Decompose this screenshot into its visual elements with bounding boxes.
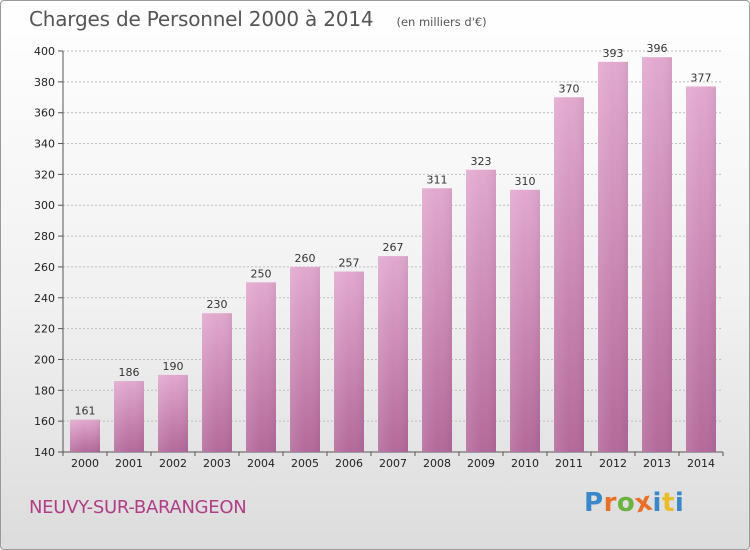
logo-letter: o <box>616 488 636 518</box>
bar-shine <box>246 282 276 452</box>
data-labels: 161 186 190 230 250 260 257 267 311 323 310 370 393 3… <box>75 42 712 417</box>
bar-shine <box>334 271 364 452</box>
bar-shine <box>466 169 496 452</box>
y-tick-label: 400 <box>34 45 55 58</box>
axes: 140 160 180 200 220 240 260 280 300 320 340 360 380 4… <box>34 45 724 470</box>
y-tick-label: 140 <box>34 446 55 459</box>
x-tick-label: 2002 <box>159 457 187 470</box>
bar-shine <box>598 61 628 453</box>
bar-shine <box>70 419 100 452</box>
x-tick-label: 2013 <box>643 457 671 470</box>
y-tick-label: 360 <box>34 107 55 120</box>
logo-letter: t <box>661 488 675 518</box>
logo-letter: i <box>674 488 685 518</box>
y-tick-label: 300 <box>34 199 55 212</box>
x-tick-label: 2003 <box>203 457 231 470</box>
proxiti-logo[interactable]: Proxiti <box>584 487 685 520</box>
y-tick-label: 240 <box>34 292 55 305</box>
x-tick-label: 2012 <box>599 457 627 470</box>
data-label: 377 <box>691 71 712 84</box>
data-label: 370 <box>559 82 580 95</box>
bar-shine <box>114 381 144 452</box>
data-label: 257 <box>339 257 360 270</box>
logo-letter: r <box>603 488 617 518</box>
data-label: 310 <box>515 175 536 188</box>
x-tick-label: 2007 <box>379 457 407 470</box>
commune-name: NEUVY-SUR-BARANGEON <box>29 497 247 518</box>
x-tick-label: 2001 <box>115 457 143 470</box>
logo-letter: i <box>652 488 662 518</box>
bar-shine <box>202 313 232 452</box>
x-tick-label: 2000 <box>71 457 99 470</box>
x-tick-label: 2005 <box>291 457 319 470</box>
data-label: 190 <box>163 360 184 373</box>
y-tick-label: 340 <box>34 138 55 151</box>
bar-shine <box>378 256 408 452</box>
x-tick-label: 2010 <box>511 457 539 470</box>
data-label: 230 <box>207 298 228 311</box>
x-tick-label: 2008 <box>423 457 451 470</box>
bar-shine <box>510 189 540 453</box>
bars <box>70 57 716 453</box>
bar-shine <box>554 97 584 453</box>
data-label: 250 <box>251 267 272 280</box>
bar-shine <box>686 86 716 452</box>
data-label: 161 <box>75 405 96 418</box>
data-label: 267 <box>383 241 404 254</box>
y-tick-label: 320 <box>34 168 55 181</box>
data-label: 311 <box>427 173 448 186</box>
y-tick-label: 220 <box>34 323 55 336</box>
logo-letter: P <box>584 488 604 518</box>
y-tick-label: 160 <box>34 415 55 428</box>
data-label: 393 <box>603 47 624 60</box>
y-tick-label: 260 <box>34 261 55 274</box>
data-label: 186 <box>119 366 140 379</box>
y-tick-label: 280 <box>34 230 55 243</box>
y-tick-label: 200 <box>34 353 55 366</box>
x-tick-label: 2014 <box>687 457 715 470</box>
title-row: Charges de Personnel 2000 à 2014 (en mil… <box>29 7 487 31</box>
bar-shine <box>422 188 452 452</box>
x-tick-label: 2009 <box>467 457 495 470</box>
chart-subtitle: (en milliers d'€) <box>396 15 487 29</box>
x-tick-label: 2006 <box>335 457 363 470</box>
y-tick-label: 180 <box>34 384 55 397</box>
data-label: 396 <box>647 42 668 55</box>
x-tick-label: 2011 <box>555 457 583 470</box>
x-tick-label: 2004 <box>247 457 275 470</box>
y-tick-label: 380 <box>34 76 55 89</box>
bar-shine <box>290 266 320 452</box>
bar-shine <box>158 374 188 452</box>
data-label: 260 <box>295 252 316 265</box>
chart-title: Charges de Personnel 2000 à 2014 <box>29 7 374 31</box>
data-label: 323 <box>471 155 492 168</box>
bar-shine <box>642 57 672 453</box>
